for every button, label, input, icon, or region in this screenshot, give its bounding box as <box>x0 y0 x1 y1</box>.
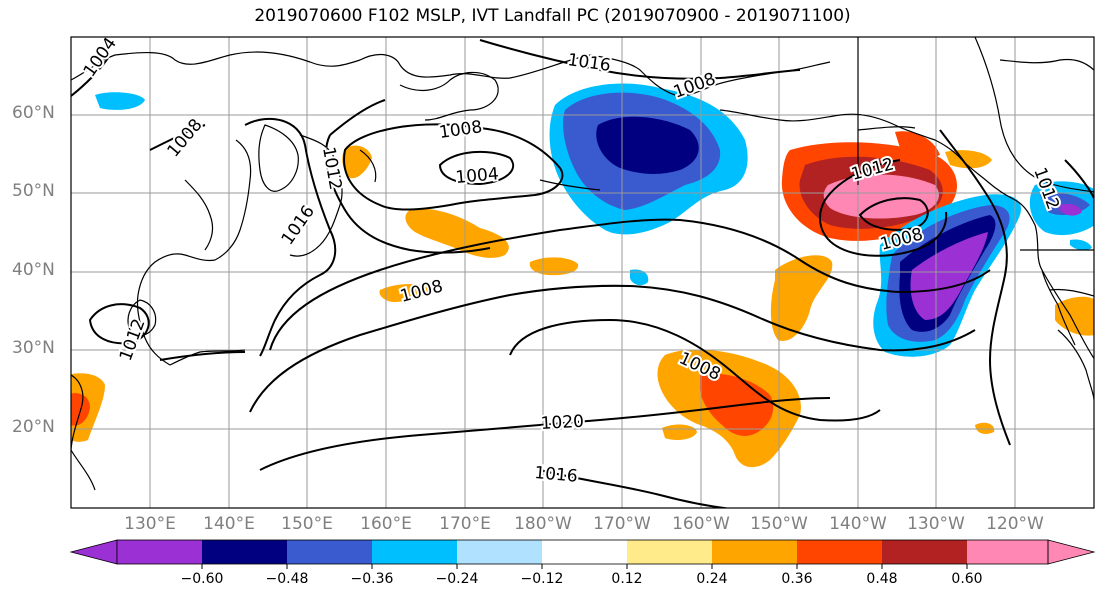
lat-label: 40°N <box>12 260 55 280</box>
lon-label: 150°E <box>281 514 333 534</box>
colorbar-swatch <box>372 540 457 564</box>
lon-label: 130°W <box>907 514 965 534</box>
lon-label: 130°E <box>124 514 176 534</box>
lon-label: 120°W <box>986 514 1044 534</box>
colorbar-extend-low <box>69 539 118 565</box>
map-title: 2019070600 F102 MSLP, IVT Landfall PC (2… <box>254 6 851 26</box>
map-frame <box>70 36 1095 509</box>
colorbar-swatch <box>117 540 202 564</box>
ivt-negative-shading <box>95 83 1094 357</box>
colorbar-swatch <box>967 540 1048 564</box>
lon-label: 150°W <box>750 514 808 534</box>
lon-label: 180°W <box>514 514 572 534</box>
lon-label: 140°W <box>829 514 887 534</box>
isobars <box>71 39 1094 508</box>
colorbar-tick-label: −0.24 <box>435 571 479 587</box>
colorbar-tick-label: 0.12 <box>611 571 643 587</box>
lon-label: 170°W <box>593 514 651 534</box>
lat-label: 60°N <box>12 103 55 123</box>
lat-label: 30°N <box>12 338 55 358</box>
colorbar-swatch <box>287 540 372 564</box>
colorbar-tick-label: −0.36 <box>350 571 394 587</box>
colorbar-swatch <box>457 540 542 564</box>
colorbar-tick-label: −0.48 <box>265 571 309 587</box>
colorbar-tick-label: 0.60 <box>951 571 983 587</box>
colorbar-tick-label: 0.36 <box>781 571 813 587</box>
colorbar-extend-high <box>1047 539 1096 565</box>
colorbar-tick-label: −0.60 <box>180 571 224 587</box>
lon-label: 160°E <box>360 514 412 534</box>
colorbar <box>69 539 1096 569</box>
isobar-label: 1004 <box>455 164 500 188</box>
colorbar-tick-label: 0.48 <box>866 571 898 587</box>
isobar-label: 1020 <box>540 412 584 434</box>
lon-label: 160°W <box>672 514 730 534</box>
colorbar-tick-label: −0.12 <box>520 571 564 587</box>
lat-label: 50°N <box>12 181 55 201</box>
colorbar-tick-label: 0.24 <box>696 571 728 587</box>
isobar-label: 1016 <box>534 463 579 487</box>
colorbar-swatch <box>712 540 797 564</box>
lon-label: 140°E <box>203 514 255 534</box>
coastlines <box>71 37 1094 491</box>
colorbar-swatch <box>882 540 967 564</box>
colorbar-swatch <box>627 540 712 564</box>
colorbar-swatch <box>542 540 627 564</box>
ivt-positive-shading <box>71 131 1094 468</box>
colorbar-swatch <box>797 540 882 564</box>
isobar-label: 1016 <box>566 50 612 76</box>
colorbar-swatch <box>202 540 287 564</box>
lon-label: 170°E <box>439 514 491 534</box>
lat-label: 20°N <box>12 417 55 437</box>
